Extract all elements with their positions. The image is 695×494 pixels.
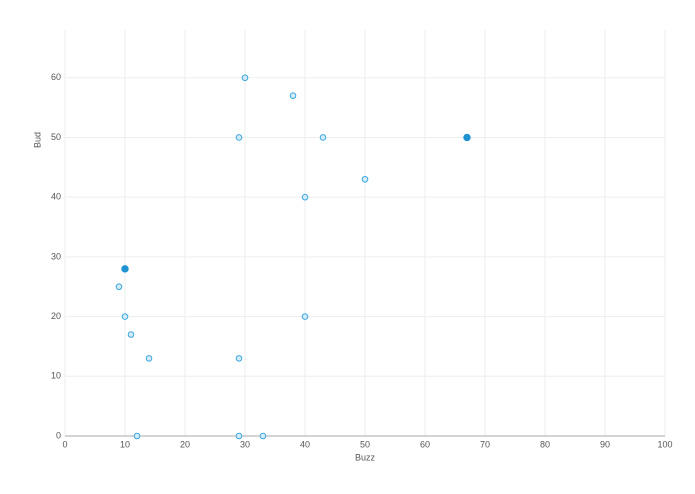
point [301,193,309,201]
y-tick-label: 30 [51,251,61,261]
x-tick-label: 90 [600,439,610,449]
point [289,92,297,99]
point [121,265,129,273]
point [145,355,153,362]
y-tick-label: 0 [56,430,61,440]
point [241,74,249,82]
y-axis-label: Bud [32,132,42,148]
point [235,432,243,440]
x-axis-label: Buzz [355,452,376,462]
x-tick-label: 40 [300,439,310,449]
point [133,432,141,440]
point [301,313,309,320]
point [115,283,123,291]
x-tick-label: 80 [540,439,550,449]
x-tick-label: 50 [360,439,370,449]
point [235,355,243,362]
point [259,432,267,440]
point [319,134,327,141]
y-tick-label: 10 [51,371,61,381]
x-tick-label: 100 [657,439,672,449]
point [463,133,471,142]
y-tick-label: 60 [51,72,61,82]
x-tick-label: 70 [480,439,490,449]
y-tick-label: 50 [51,132,61,142]
point [127,331,135,338]
x-tick-label: 10 [120,439,130,449]
x-tick-label: 60 [420,439,430,449]
point [361,175,369,183]
point [235,134,243,141]
x-tick-label: 20 [180,439,190,449]
point [121,313,129,320]
y-tick-label: 20 [51,311,61,321]
x-tick-label: 0 [62,439,67,449]
x-tick-label: 30 [240,439,250,449]
y-tick-label: 40 [51,192,61,202]
